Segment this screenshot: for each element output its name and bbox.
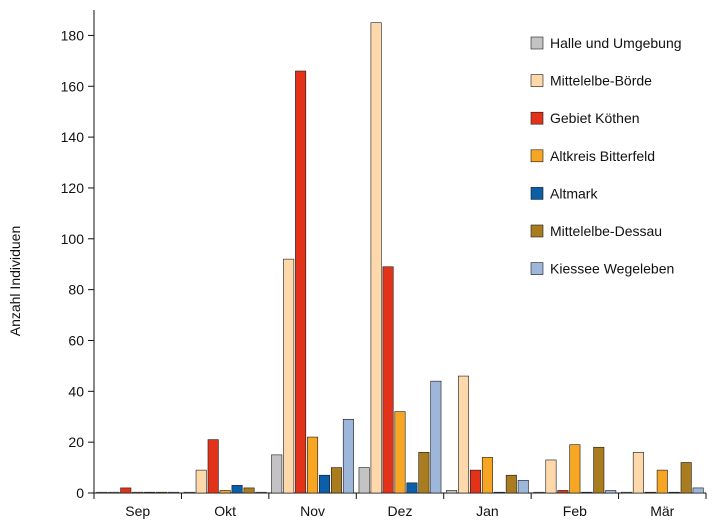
y-tick-label: 80 xyxy=(68,282,84,298)
bar xyxy=(469,469,481,494)
bar xyxy=(330,467,342,494)
bar xyxy=(593,446,605,494)
y-tick-label: 120 xyxy=(61,180,85,196)
bar xyxy=(255,491,267,494)
legend-swatch xyxy=(530,224,544,238)
legend-swatch xyxy=(530,74,544,87)
legend-label: Altmark xyxy=(550,185,598,201)
bar xyxy=(430,380,442,494)
bar xyxy=(243,487,255,494)
bar xyxy=(96,491,108,494)
bar xyxy=(632,452,644,494)
legend-swatch xyxy=(530,149,544,163)
bar xyxy=(271,454,283,494)
bar xyxy=(656,469,668,494)
legend-label: Mittelelbe-Dessau xyxy=(550,223,662,239)
bar xyxy=(581,491,593,494)
legend-label: Mittelelbe-Börde xyxy=(550,73,652,89)
chart-legend: Halle und Umgebung Mittelelbe-Börde Gebiet… xyxy=(530,35,682,277)
y-tick-label: 100 xyxy=(61,231,85,247)
bar xyxy=(168,491,180,494)
bar xyxy=(620,491,632,494)
bar xyxy=(680,462,692,494)
bar xyxy=(144,491,156,494)
legend-label: Kiessee Wegeleben xyxy=(550,261,674,277)
x-tick-label: Mär xyxy=(650,503,674,519)
bar xyxy=(207,439,219,494)
bar xyxy=(692,487,704,494)
bar xyxy=(156,491,168,494)
bar xyxy=(446,490,458,494)
bar xyxy=(108,491,120,494)
bar xyxy=(358,467,370,494)
x-tick-label: Okt xyxy=(214,503,236,519)
bar xyxy=(406,482,418,494)
bar xyxy=(195,469,207,494)
y-tick-label: 180 xyxy=(61,27,85,43)
y-tick-label: 40 xyxy=(68,383,84,399)
y-tick-label: 160 xyxy=(61,78,85,94)
bar xyxy=(505,474,517,494)
legend-swatch xyxy=(530,187,544,200)
legend-label: Halle und Umgebung xyxy=(550,35,682,51)
x-tick-label: Jan xyxy=(476,503,499,519)
y-tick-label: 0 xyxy=(76,485,84,501)
bar xyxy=(183,491,195,494)
chart-axes: 0 20 40 60 80 100 120 140 160 180 Sep Okt Nov Dez Jan F… xyxy=(61,10,707,519)
bar xyxy=(370,22,382,494)
bar xyxy=(120,487,132,494)
y-tick-label: 20 xyxy=(68,434,84,450)
x-tick-label: Feb xyxy=(563,503,587,519)
legend-label: Gebiet Köthen xyxy=(550,110,640,126)
x-tick-label: Sep xyxy=(125,503,150,519)
bar xyxy=(342,418,354,494)
bar xyxy=(557,490,569,494)
y-tick-label: 140 xyxy=(61,129,85,145)
bar xyxy=(231,485,243,494)
bar xyxy=(458,375,470,494)
bar xyxy=(605,490,617,494)
bar xyxy=(307,436,319,494)
bar xyxy=(644,491,656,494)
chart-bars xyxy=(96,22,704,494)
bar xyxy=(132,491,144,494)
bar xyxy=(533,491,545,494)
bar xyxy=(481,457,493,494)
legend-label: Altkreis Bitterfeld xyxy=(550,148,655,164)
bar xyxy=(418,452,430,494)
x-tick-label: Dez xyxy=(388,503,413,519)
legend-swatch xyxy=(530,111,544,125)
bar xyxy=(517,479,529,494)
y-axis-label: Anzahl Individuen xyxy=(7,226,23,337)
bar xyxy=(295,70,307,494)
bar xyxy=(219,490,231,494)
x-tick-label: Nov xyxy=(300,503,325,519)
bar xyxy=(283,258,295,494)
bar xyxy=(668,491,680,494)
legend-swatch xyxy=(530,262,544,275)
bar xyxy=(493,491,505,494)
bar xyxy=(382,266,394,494)
bar xyxy=(569,444,581,494)
bar xyxy=(319,474,331,494)
y-tick-label: 60 xyxy=(68,332,84,348)
bar xyxy=(545,459,557,494)
bar xyxy=(394,411,406,494)
legend-swatch xyxy=(530,36,544,50)
